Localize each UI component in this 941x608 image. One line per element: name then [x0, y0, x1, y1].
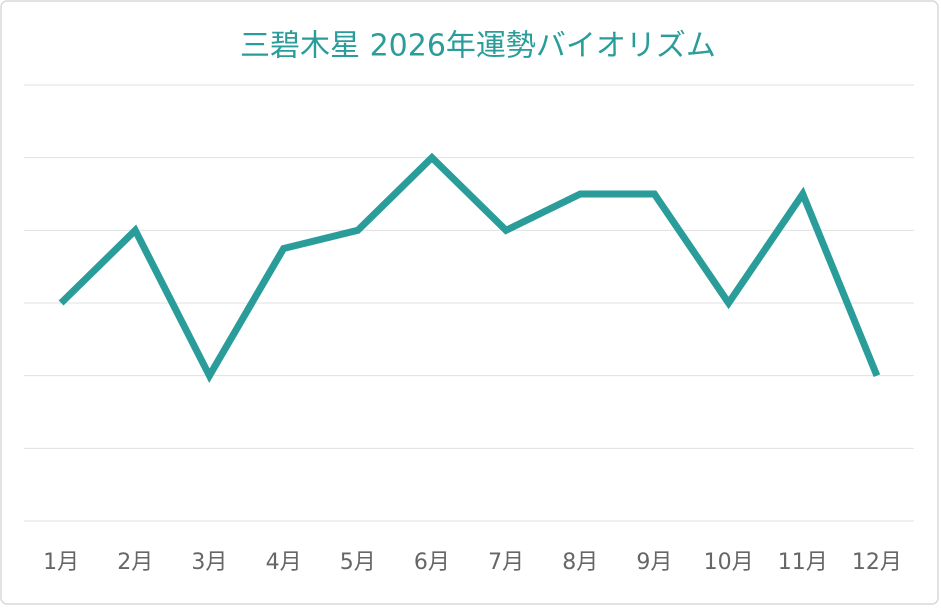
x-tick-label: 5月 — [340, 550, 376, 575]
x-tick-label: 1月 — [43, 550, 79, 575]
data-line — [58, 152, 881, 383]
x-tick-label: 11月 — [778, 550, 828, 575]
x-tick-label: 12月 — [852, 550, 902, 575]
x-tick-label: 9月 — [636, 550, 672, 575]
x-tick-label: 8月 — [562, 550, 598, 575]
x-tick-label: 2月 — [117, 550, 153, 575]
x-tick-label: 6月 — [414, 550, 450, 575]
x-tick-label: 3月 — [191, 550, 227, 575]
x-tick-label: 4月 — [266, 550, 302, 575]
x-tick-label: 7月 — [488, 550, 524, 575]
x-tick-label: 10月 — [704, 550, 754, 575]
chart-title: 三碧木星 2026年運勢バイオリズム — [240, 29, 716, 64]
